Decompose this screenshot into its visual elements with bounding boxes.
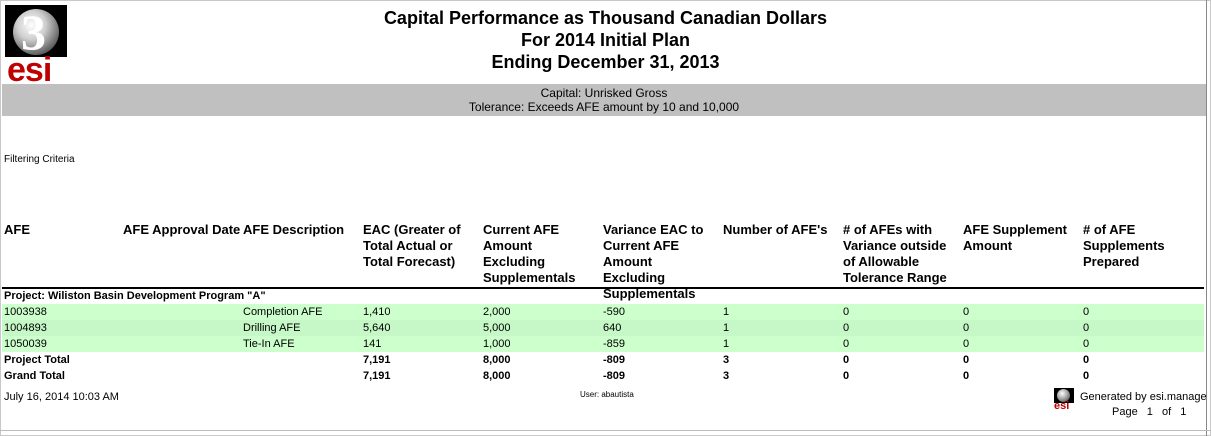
header-divider <box>2 287 1204 289</box>
eac-total: 7,191 <box>363 354 391 366</box>
afe-number: 1004893 <box>4 322 47 334</box>
report-subtitle: For 2014 Initial Plan <box>520 30 691 50</box>
num-variance-grand-total: 0 <box>843 370 850 382</box>
num-variance-value: 0 <box>843 322 850 334</box>
eac-value: 141 <box>363 338 382 350</box>
variance-total: -809 <box>603 354 626 366</box>
num-afes-total: 3 <box>723 354 730 366</box>
report-title: Capital Performance as Thousand Canadian… <box>383 8 828 28</box>
table-row: 1004893 Drilling AFE 5,640 5,000 640 1 0… <box>2 320 1204 336</box>
project-total-row: Project Total 7,191 8,000 -809 3 0 0 0 <box>2 352 1204 368</box>
of-label: of <box>1161 406 1172 418</box>
sphere-icon <box>13 9 59 55</box>
page-total: 1 <box>1180 406 1187 418</box>
report-period: Ending December 31, 2013 <box>491 52 720 72</box>
eac-grand-total: 7,191 <box>363 370 391 382</box>
supp-amount-value: 0 <box>963 306 970 318</box>
project-label: Project: Wiliston Basin Development Prog… <box>4 290 266 302</box>
current-amount-value: 2,000 <box>483 306 511 318</box>
page-indicator: Page 1 of 1 <box>1112 406 1186 418</box>
capital-line: Capital: Unrisked Gross <box>540 86 668 100</box>
header-approval-date: AFE Approval Date <box>123 222 241 237</box>
report-titles: Capital Performance as Thousand Canadian… <box>0 7 1211 73</box>
current-amount-grand-total: 8,000 <box>483 370 511 382</box>
num-afes-value: 1 <box>723 306 730 318</box>
supp-prepared-value: 0 <box>1083 306 1090 318</box>
generated-by: Generated by esi.manage <box>1080 391 1207 403</box>
header-eac: EAC (Greater of Total Actual or Total Fo… <box>363 222 461 269</box>
esi-logo: 3 esi <box>5 4 67 87</box>
supp-amount-value: 0 <box>963 338 970 350</box>
afe-number: 1003938 <box>4 306 47 318</box>
supp-amount-total: 0 <box>963 354 970 366</box>
tolerance-line: Tolerance: Exceeds AFE amount by 10 and … <box>468 100 740 114</box>
num-variance-total: 0 <box>843 354 850 366</box>
header-variance: Variance EAC to Current AFE Amount Exclu… <box>603 222 704 301</box>
num-variance-value: 0 <box>843 306 850 318</box>
num-afes-value: 1 <box>723 322 730 334</box>
header-num-afes: Number of AFE's <box>723 222 828 237</box>
supp-prepared-value: 0 <box>1083 338 1090 350</box>
num-variance-value: 0 <box>843 338 850 350</box>
header-afe: AFE <box>4 222 30 237</box>
page-number: 1 <box>1146 406 1153 418</box>
sphere-icon <box>1057 389 1070 402</box>
grand-total-label: Grand Total <box>4 370 65 382</box>
variance-value: 640 <box>603 322 622 334</box>
num-afes-grand-total: 3 <box>723 370 730 382</box>
variance-value: -590 <box>603 306 626 318</box>
afe-description: Drilling AFE <box>243 322 301 334</box>
variance-grand-total: -809 <box>603 370 626 382</box>
header-description: AFE Description <box>243 222 345 237</box>
project-total-label: Project Total <box>4 354 70 366</box>
table-row: 1003938 Completion AFE 1,410 2,000 -590 … <box>2 304 1204 320</box>
num-afes-value: 1 <box>723 338 730 350</box>
header-current-amount: Current AFE Amount Excluding Supplementa… <box>483 222 576 285</box>
grand-total-row: Grand Total 7,191 8,000 -809 3 0 0 0 <box>2 368 1204 384</box>
logo-digit: 3 <box>21 4 46 60</box>
header-supp-prepared: # of AFE Supplements Prepared <box>1083 222 1165 269</box>
eac-value: 5,640 <box>363 322 391 334</box>
mini-logo-text: esi <box>1054 400 1070 412</box>
afe-description: Completion AFE <box>243 306 323 318</box>
bottom-border <box>0 430 1211 431</box>
eac-value: 1,410 <box>363 306 391 318</box>
esi-mini-logo: esi <box>1054 388 1074 412</box>
report-user: User: abautista <box>580 390 634 399</box>
header-num-variance: # of AFEs with Variance outside of Allow… <box>843 222 947 285</box>
supp-amount-grand-total: 0 <box>963 370 970 382</box>
current-amount-value: 5,000 <box>483 322 511 334</box>
table-row: 1050039 Tie-In AFE 141 1,000 -859 1 0 0 … <box>2 336 1204 352</box>
page-label: Page <box>1112 406 1138 418</box>
current-amount-value: 1,000 <box>483 338 511 350</box>
afe-number: 1050039 <box>4 338 47 350</box>
report-date: July 16, 2014 10:03 AM <box>4 391 119 403</box>
parameters-band: Capital: Unrisked Gross Tolerance: Excee… <box>2 84 1206 116</box>
header-supp-amount: AFE Supplement Amount <box>963 222 1068 253</box>
supp-prepared-value: 0 <box>1083 322 1090 334</box>
filtering-criteria: Filtering Criteria <box>4 154 75 165</box>
variance-value: -859 <box>603 338 626 350</box>
supp-prepared-grand-total: 0 <box>1083 370 1090 382</box>
supp-amount-value: 0 <box>963 322 970 334</box>
supp-prepared-total: 0 <box>1083 354 1090 366</box>
current-amount-total: 8,000 <box>483 354 511 366</box>
logo-brand-text: esi <box>7 51 52 89</box>
afe-description: Tie-In AFE <box>243 338 295 350</box>
right-border <box>1206 0 1207 436</box>
